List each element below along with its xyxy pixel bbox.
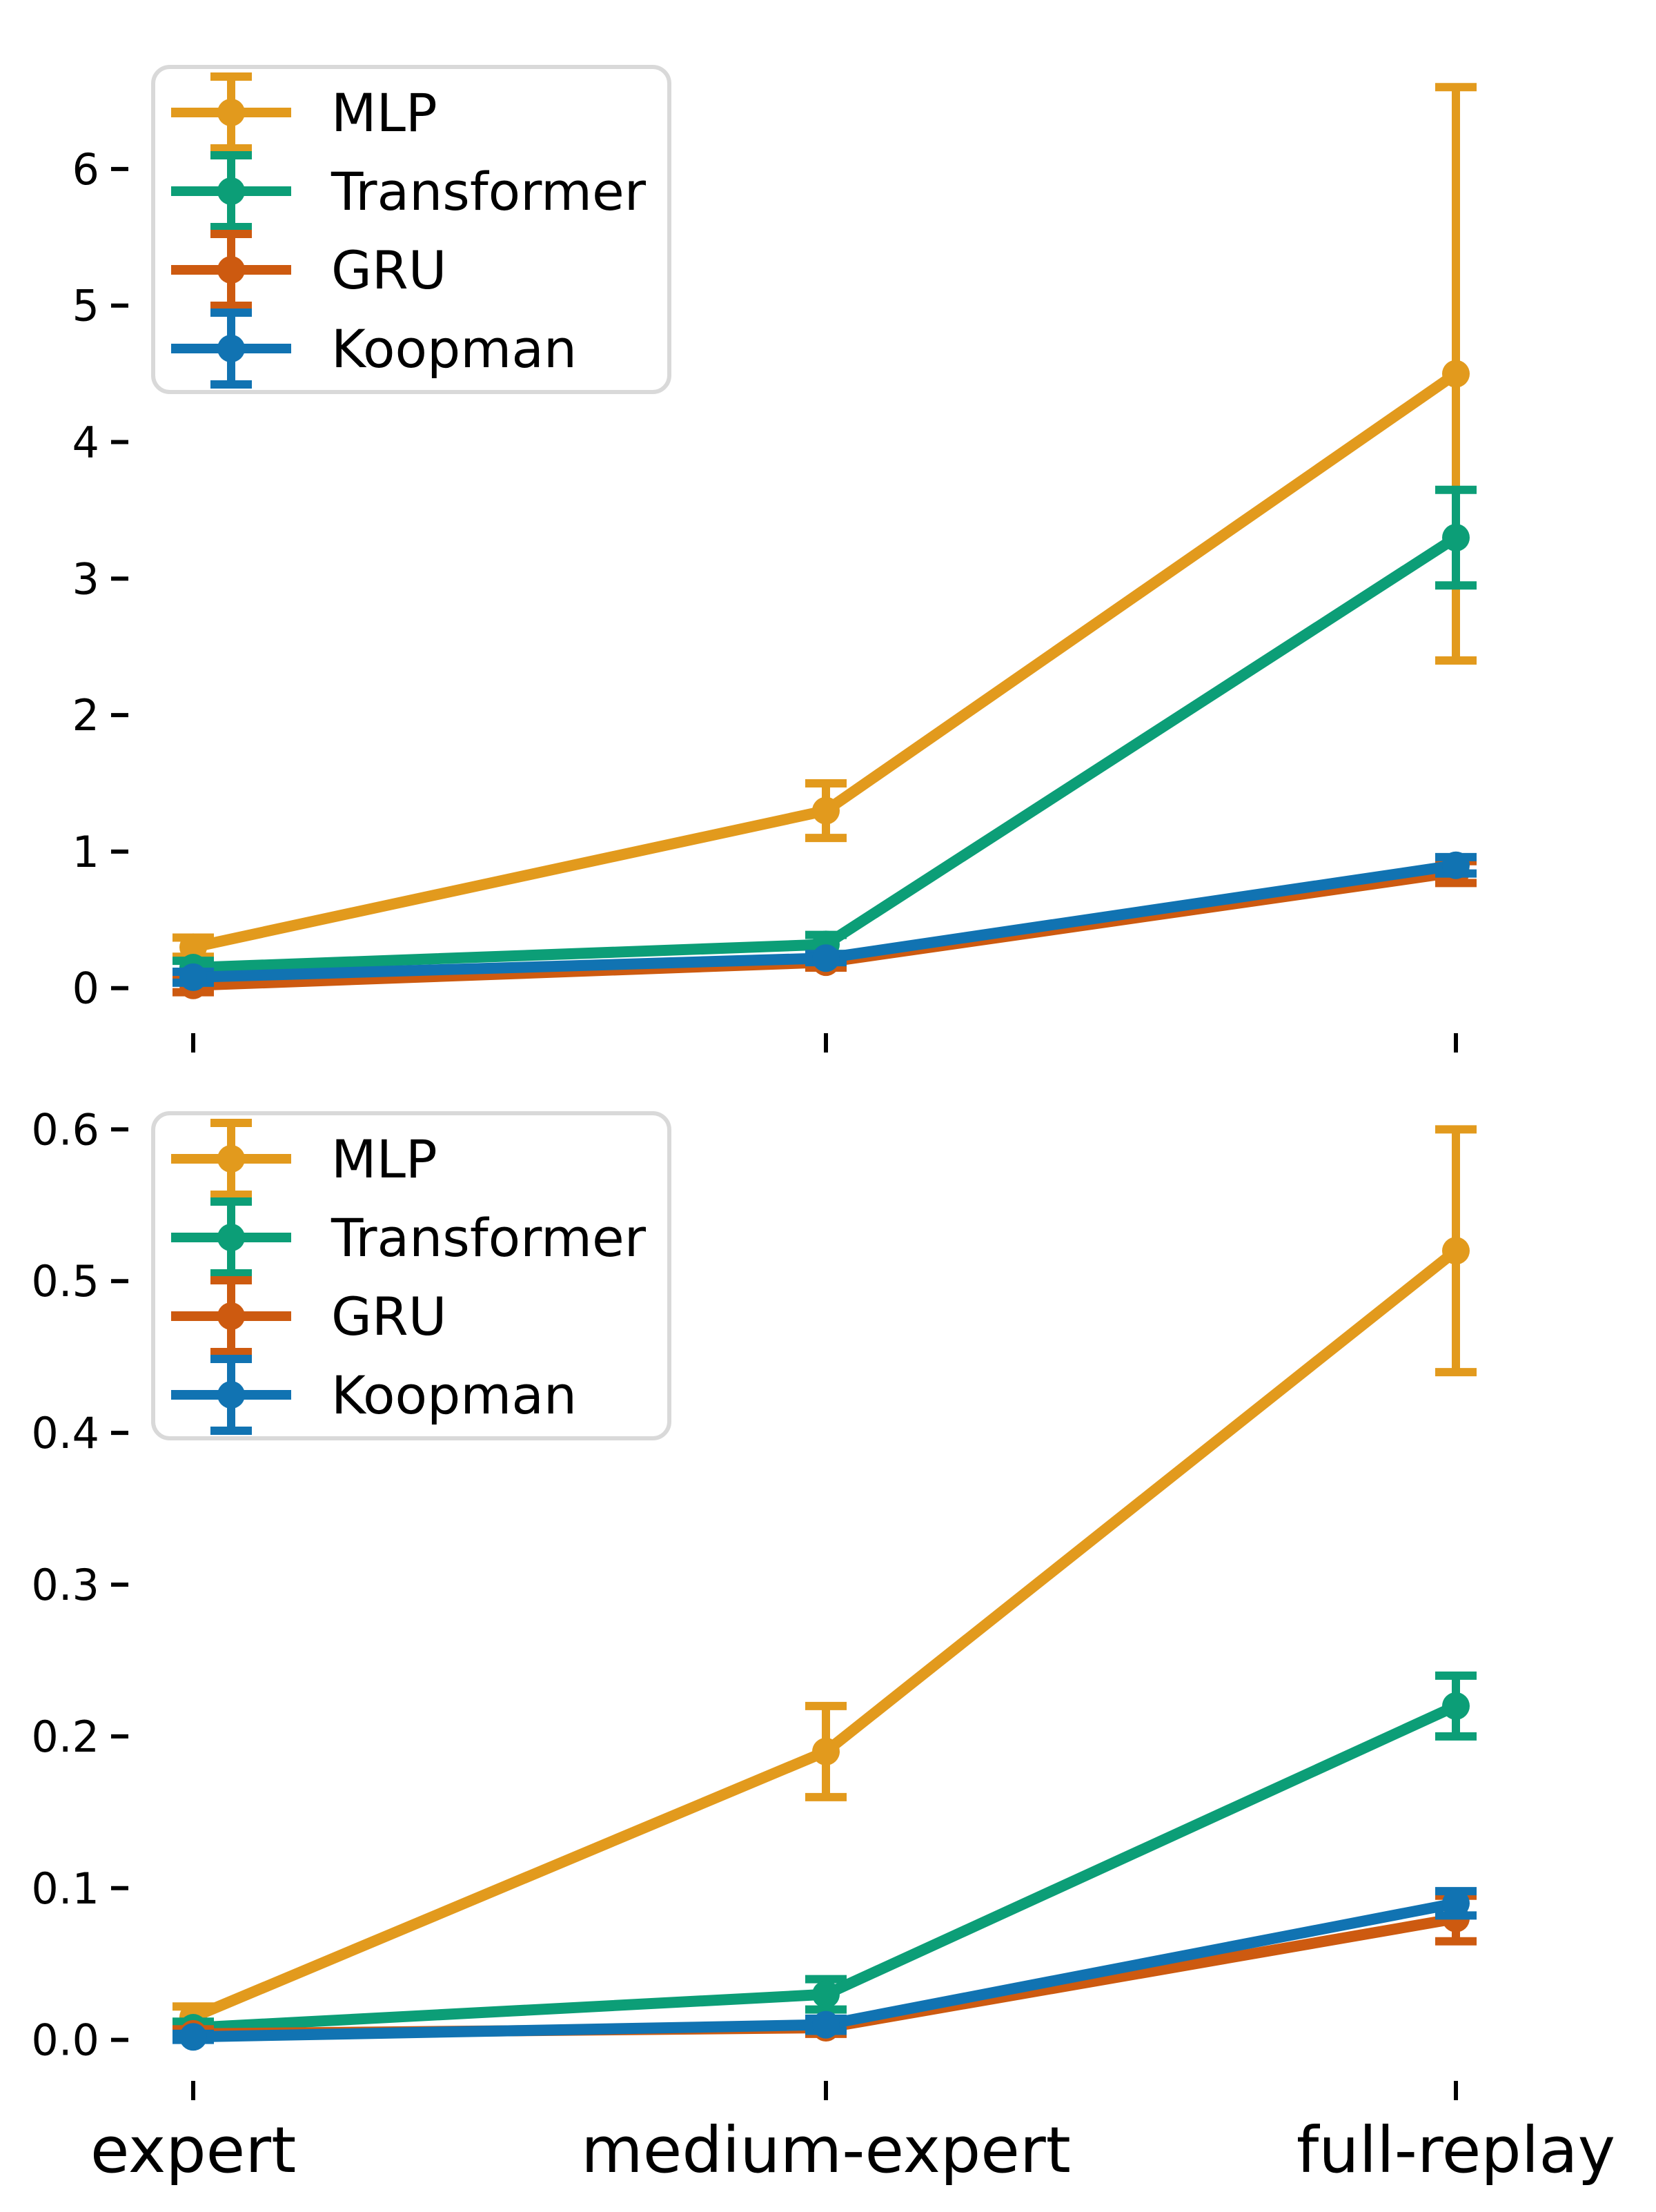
y-tick-label: 0.4 <box>31 1408 99 1458</box>
data-point-marker <box>179 963 207 991</box>
legend-label: GRU <box>331 239 446 301</box>
data-point-marker <box>1442 1237 1470 1265</box>
data-point-marker <box>812 1737 840 1765</box>
y-tick-label: 2 <box>72 690 99 741</box>
legend-marker-sample <box>217 177 245 205</box>
legend-entry-koopman: Koopman <box>171 1355 577 1435</box>
data-point-marker <box>1442 1692 1470 1720</box>
data-point-marker <box>1442 523 1470 551</box>
y-tick-label: 0.1 <box>31 1863 99 1914</box>
legend-marker-sample <box>217 335 245 362</box>
y-tick-label: 1 <box>72 827 99 877</box>
legend-label: Koopman <box>331 1364 577 1426</box>
y-tick-label: 3 <box>72 554 99 604</box>
legend-entry-transformer: Transformer <box>171 1197 647 1278</box>
y-tick-label: 0 <box>72 963 99 1014</box>
legend-entry-koopman: Koopman <box>171 309 577 389</box>
data-point-marker <box>812 796 840 825</box>
legend-marker-sample <box>217 256 245 284</box>
y-tick-label: 0.5 <box>31 1256 99 1306</box>
y-tick-label: 4 <box>72 418 99 468</box>
legend-entry-transformer: Transformer <box>171 151 647 231</box>
legend-marker-sample <box>217 1145 245 1173</box>
legend-box <box>151 65 671 394</box>
y-tick-label: 5 <box>72 281 99 331</box>
axes-bottom: 0.0 0.1 0.2 0.3 0.4 0.5 0.6 expert medium-expert… <box>31 1104 1615 2187</box>
legend-entry-gru: GRU <box>171 230 446 310</box>
data-point-marker <box>1442 360 1470 388</box>
data-point-marker <box>179 2023 207 2051</box>
data-point-marker <box>812 1980 840 2008</box>
legend-marker-sample <box>217 99 245 126</box>
legend-label: Transformer <box>331 161 647 222</box>
y-tick-label: 6 <box>72 144 99 195</box>
series-koopman <box>172 851 1477 991</box>
legend-entry-mlp: MLP <box>171 72 437 153</box>
x-tick-label: full-replay <box>1297 2113 1615 2187</box>
y-tick-label: 0.0 <box>31 2015 99 2066</box>
legend-marker-sample <box>217 1224 245 1251</box>
data-point-marker <box>1442 851 1470 879</box>
data-point-marker <box>179 933 207 961</box>
legend-label: Koopman <box>331 318 577 380</box>
legend: MLP Transformer GRU Koopman <box>151 65 671 394</box>
x-tick-label: medium-expert <box>581 2113 1071 2187</box>
y-tick-label: 0.3 <box>31 1560 99 1610</box>
axes-top: 0 1 2 3 4 5 6 MLP Transformer GRU Koopman <box>72 65 1477 1053</box>
series-koopman <box>172 1887 1477 2051</box>
y-tick-label: 0.2 <box>31 1712 99 1762</box>
legend-entry-mlp: MLP <box>171 1119 437 1199</box>
data-point-marker <box>1442 1889 1470 1917</box>
legend-label: MLP <box>331 1128 437 1190</box>
data-point-marker <box>812 2010 840 2039</box>
data-point-marker <box>812 944 840 972</box>
legend-entry-gru: GRU <box>171 1276 446 1356</box>
legend-marker-sample <box>217 1302 245 1330</box>
y-tick-label: 0.6 <box>31 1104 99 1155</box>
legend: MLP Transformer GRU Koopman <box>151 1111 671 1440</box>
legend-box <box>151 1111 671 1440</box>
x-tick-label: expert <box>90 2113 296 2187</box>
legend-marker-sample <box>217 1381 245 1409</box>
legend-label: MLP <box>331 82 437 144</box>
legend-label: Transformer <box>331 1207 647 1269</box>
legend-label: GRU <box>331 1286 446 1347</box>
